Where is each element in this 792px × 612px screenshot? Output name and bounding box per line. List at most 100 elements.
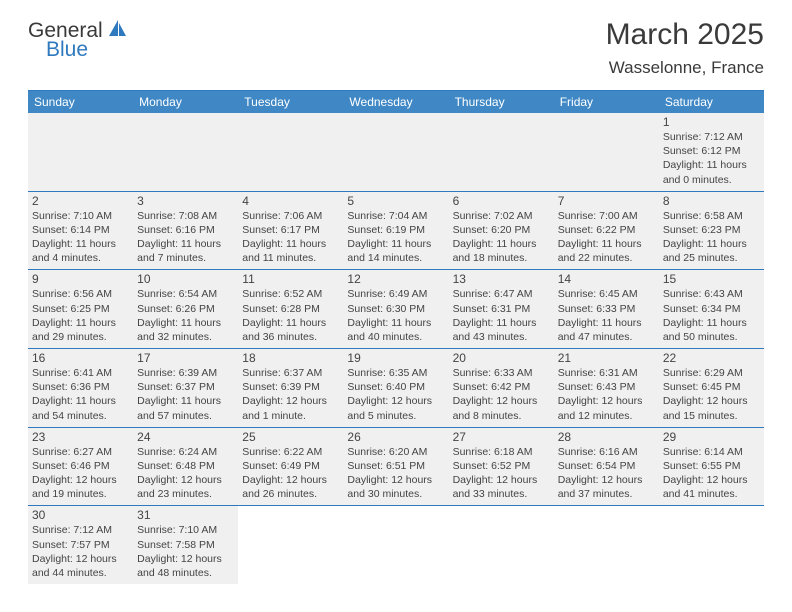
day-info: Sunrise: 7:08 AMSunset: 6:16 PMDaylight:… <box>137 209 234 266</box>
day-cell: 20Sunrise: 6:33 AMSunset: 6:42 PMDayligh… <box>449 349 554 427</box>
day-number: 12 <box>347 272 444 286</box>
day-number: 19 <box>347 351 444 365</box>
day-cell-empty <box>449 506 554 584</box>
day-cell: 9Sunrise: 6:56 AMSunset: 6:25 PMDaylight… <box>28 270 133 348</box>
daylight-text: Daylight: 11 hours and 29 minutes. <box>32 316 129 344</box>
sunrise-text: Sunrise: 6:31 AM <box>558 366 655 380</box>
day-number: 29 <box>663 430 760 444</box>
sunrise-text: Sunrise: 6:43 AM <box>663 287 760 301</box>
day-number: 30 <box>32 508 129 522</box>
daylight-text: Daylight: 12 hours and 26 minutes. <box>242 473 339 501</box>
day-cell: 18Sunrise: 6:37 AMSunset: 6:39 PMDayligh… <box>238 349 343 427</box>
day-info: Sunrise: 6:33 AMSunset: 6:42 PMDaylight:… <box>453 366 550 423</box>
day-number: 27 <box>453 430 550 444</box>
day-number: 18 <box>242 351 339 365</box>
weekday-cell: Tuesday <box>238 91 343 113</box>
sunrise-text: Sunrise: 7:12 AM <box>663 130 760 144</box>
day-cell-empty <box>238 506 343 584</box>
sunset-text: Sunset: 6:30 PM <box>347 302 444 316</box>
weeks-container: 1Sunrise: 7:12 AMSunset: 6:12 PMDaylight… <box>28 113 764 584</box>
daylight-text: Daylight: 11 hours and 4 minutes. <box>32 237 129 265</box>
day-info: Sunrise: 6:56 AMSunset: 6:25 PMDaylight:… <box>32 287 129 344</box>
sunrise-text: Sunrise: 7:02 AM <box>453 209 550 223</box>
day-cell: 10Sunrise: 6:54 AMSunset: 6:26 PMDayligh… <box>133 270 238 348</box>
day-cell: 23Sunrise: 6:27 AMSunset: 6:46 PMDayligh… <box>28 428 133 506</box>
sunset-text: Sunset: 6:19 PM <box>347 223 444 237</box>
weekday-cell: Thursday <box>449 91 554 113</box>
day-cell: 21Sunrise: 6:31 AMSunset: 6:43 PMDayligh… <box>554 349 659 427</box>
weekday-cell: Friday <box>554 91 659 113</box>
sunset-text: Sunset: 6:23 PM <box>663 223 760 237</box>
day-info: Sunrise: 6:20 AMSunset: 6:51 PMDaylight:… <box>347 445 444 502</box>
day-number: 21 <box>558 351 655 365</box>
week-row: 9Sunrise: 6:56 AMSunset: 6:25 PMDaylight… <box>28 270 764 349</box>
sunrise-text: Sunrise: 7:08 AM <box>137 209 234 223</box>
weekday-header: SundayMondayTuesdayWednesdayThursdayFrid… <box>28 91 764 113</box>
day-cell: 11Sunrise: 6:52 AMSunset: 6:28 PMDayligh… <box>238 270 343 348</box>
day-number: 8 <box>663 194 760 208</box>
sunset-text: Sunset: 6:42 PM <box>453 380 550 394</box>
day-info: Sunrise: 6:43 AMSunset: 6:34 PMDaylight:… <box>663 287 760 344</box>
sunset-text: Sunset: 6:25 PM <box>32 302 129 316</box>
daylight-text: Daylight: 11 hours and 43 minutes. <box>453 316 550 344</box>
day-cell: 19Sunrise: 6:35 AMSunset: 6:40 PMDayligh… <box>343 349 448 427</box>
day-cell: 3Sunrise: 7:08 AMSunset: 6:16 PMDaylight… <box>133 192 238 270</box>
daylight-text: Daylight: 11 hours and 11 minutes. <box>242 237 339 265</box>
week-row: 16Sunrise: 6:41 AMSunset: 6:36 PMDayligh… <box>28 349 764 428</box>
calendar: SundayMondayTuesdayWednesdayThursdayFrid… <box>28 90 764 584</box>
sunset-text: Sunset: 6:17 PM <box>242 223 339 237</box>
sunrise-text: Sunrise: 7:00 AM <box>558 209 655 223</box>
day-info: Sunrise: 7:02 AMSunset: 6:20 PMDaylight:… <box>453 209 550 266</box>
daylight-text: Daylight: 12 hours and 1 minute. <box>242 394 339 422</box>
sunset-text: Sunset: 7:58 PM <box>137 538 234 552</box>
daylight-text: Daylight: 11 hours and 40 minutes. <box>347 316 444 344</box>
sunset-text: Sunset: 6:48 PM <box>137 459 234 473</box>
location: Wasselonne, France <box>606 58 764 78</box>
sunrise-text: Sunrise: 6:49 AM <box>347 287 444 301</box>
weekday-cell: Sunday <box>28 91 133 113</box>
day-cell: 28Sunrise: 6:16 AMSunset: 6:54 PMDayligh… <box>554 428 659 506</box>
sunset-text: Sunset: 6:12 PM <box>663 144 760 158</box>
sunset-text: Sunset: 6:33 PM <box>558 302 655 316</box>
day-cell-empty <box>449 113 554 191</box>
day-number: 9 <box>32 272 129 286</box>
sunset-text: Sunset: 6:39 PM <box>242 380 339 394</box>
sunset-text: Sunset: 6:34 PM <box>663 302 760 316</box>
sunset-text: Sunset: 6:55 PM <box>663 459 760 473</box>
day-cell: 2Sunrise: 7:10 AMSunset: 6:14 PMDaylight… <box>28 192 133 270</box>
daylight-text: Daylight: 12 hours and 41 minutes. <box>663 473 760 501</box>
day-cell-empty <box>554 506 659 584</box>
day-number: 10 <box>137 272 234 286</box>
daylight-text: Daylight: 12 hours and 44 minutes. <box>32 552 129 580</box>
sunrise-text: Sunrise: 6:20 AM <box>347 445 444 459</box>
day-info: Sunrise: 6:29 AMSunset: 6:45 PMDaylight:… <box>663 366 760 423</box>
daylight-text: Daylight: 11 hours and 14 minutes. <box>347 237 444 265</box>
day-cell: 6Sunrise: 7:02 AMSunset: 6:20 PMDaylight… <box>449 192 554 270</box>
day-info: Sunrise: 6:16 AMSunset: 6:54 PMDaylight:… <box>558 445 655 502</box>
day-cell: 27Sunrise: 6:18 AMSunset: 6:52 PMDayligh… <box>449 428 554 506</box>
sunset-text: Sunset: 7:57 PM <box>32 538 129 552</box>
daylight-text: Daylight: 11 hours and 57 minutes. <box>137 394 234 422</box>
sunrise-text: Sunrise: 6:18 AM <box>453 445 550 459</box>
daylight-text: Daylight: 12 hours and 48 minutes. <box>137 552 234 580</box>
daylight-text: Daylight: 11 hours and 18 minutes. <box>453 237 550 265</box>
sunrise-text: Sunrise: 6:22 AM <box>242 445 339 459</box>
sunrise-text: Sunrise: 6:37 AM <box>242 366 339 380</box>
sunrise-text: Sunrise: 6:33 AM <box>453 366 550 380</box>
daylight-text: Daylight: 11 hours and 54 minutes. <box>32 394 129 422</box>
sunrise-text: Sunrise: 6:52 AM <box>242 287 339 301</box>
sunrise-text: Sunrise: 6:39 AM <box>137 366 234 380</box>
day-number: 11 <box>242 272 339 286</box>
sunset-text: Sunset: 6:51 PM <box>347 459 444 473</box>
sunset-text: Sunset: 6:31 PM <box>453 302 550 316</box>
daylight-text: Daylight: 12 hours and 23 minutes. <box>137 473 234 501</box>
daylight-text: Daylight: 12 hours and 30 minutes. <box>347 473 444 501</box>
sunset-text: Sunset: 6:45 PM <box>663 380 760 394</box>
day-cell: 16Sunrise: 6:41 AMSunset: 6:36 PMDayligh… <box>28 349 133 427</box>
day-info: Sunrise: 6:47 AMSunset: 6:31 PMDaylight:… <box>453 287 550 344</box>
week-row: 23Sunrise: 6:27 AMSunset: 6:46 PMDayligh… <box>28 428 764 507</box>
day-info: Sunrise: 7:10 AMSunset: 7:58 PMDaylight:… <box>137 523 234 580</box>
sunset-text: Sunset: 6:46 PM <box>32 459 129 473</box>
daylight-text: Daylight: 11 hours and 36 minutes. <box>242 316 339 344</box>
sunset-text: Sunset: 6:49 PM <box>242 459 339 473</box>
